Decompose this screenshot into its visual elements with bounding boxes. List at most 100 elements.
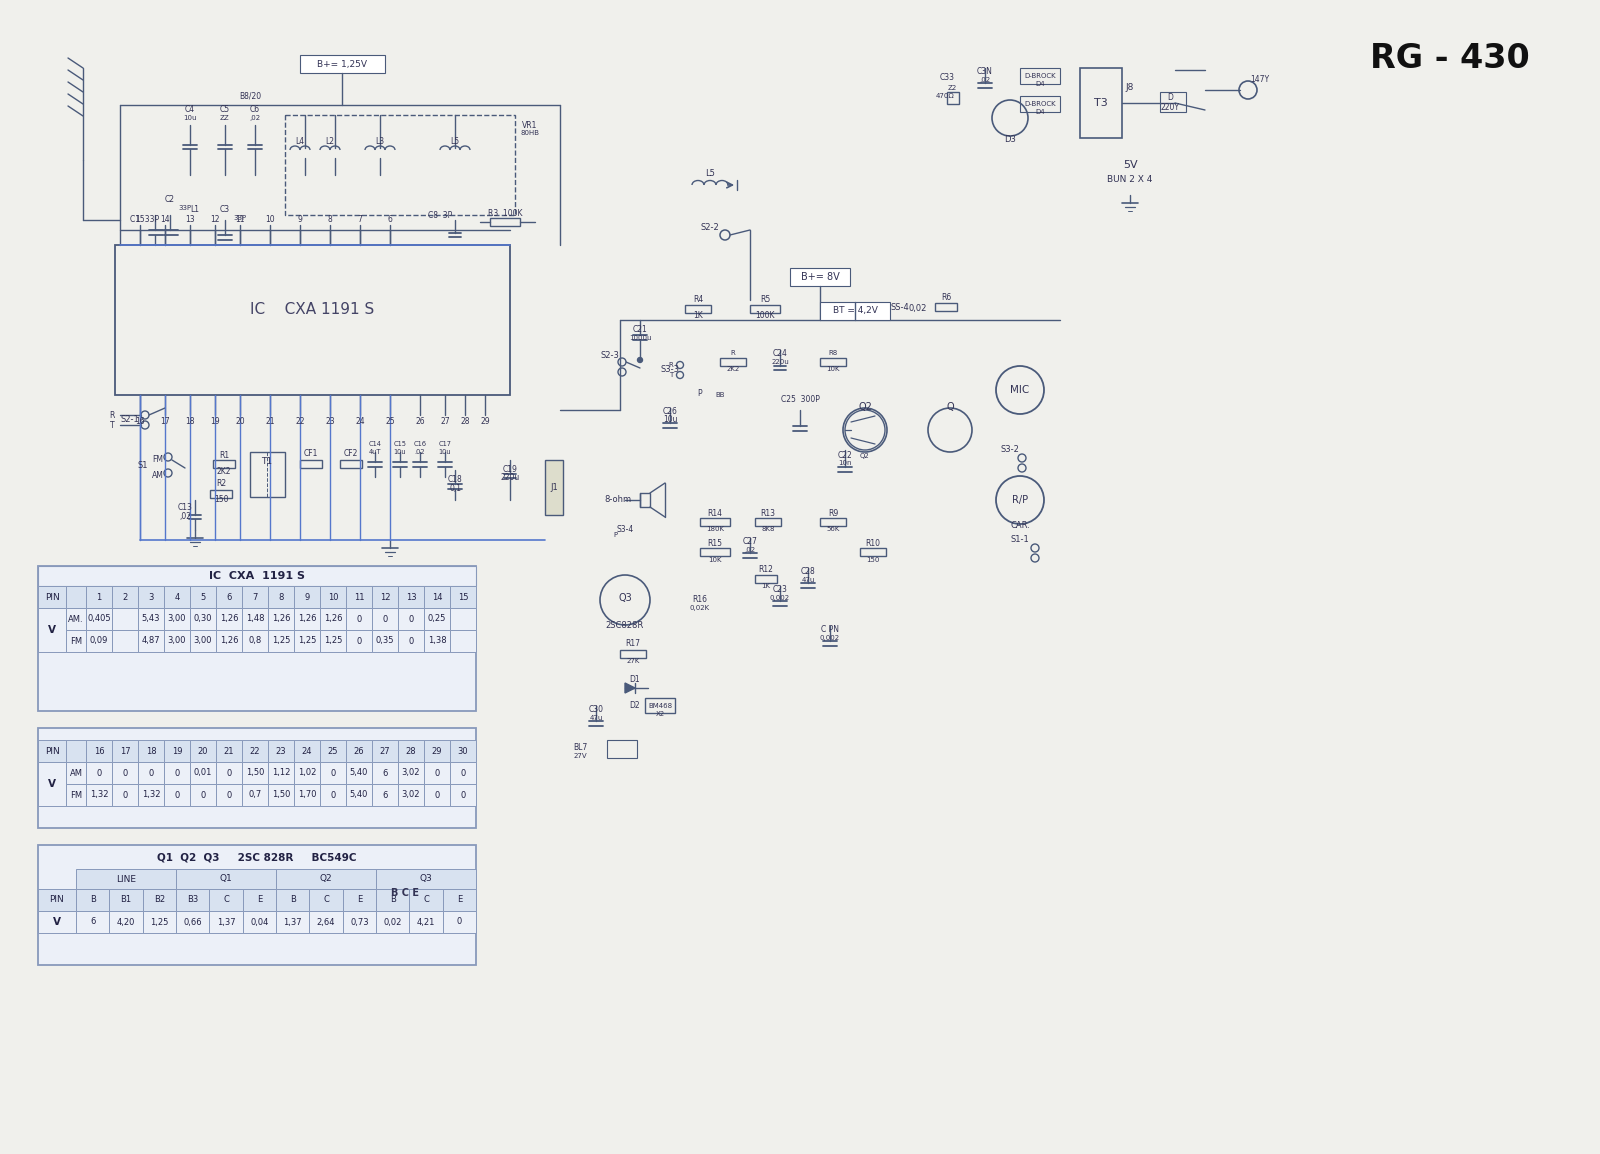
Text: 10: 10: [328, 592, 338, 601]
Text: D1: D1: [630, 675, 640, 684]
Text: 4,20: 4,20: [117, 917, 134, 927]
Text: FM: FM: [152, 456, 163, 465]
Text: L3: L3: [376, 137, 384, 147]
Text: 0,66: 0,66: [184, 917, 202, 927]
Text: 0: 0: [200, 790, 206, 800]
Text: 14: 14: [160, 215, 170, 224]
Text: 0: 0: [174, 769, 179, 778]
Bar: [190, 608, 216, 630]
Text: 2: 2: [122, 592, 128, 601]
Polygon shape: [626, 683, 635, 694]
Text: C19: C19: [502, 465, 517, 474]
Text: R5: R5: [760, 295, 770, 305]
Text: 0: 0: [434, 769, 440, 778]
Text: 6: 6: [90, 917, 96, 927]
Text: 0: 0: [382, 614, 387, 623]
Bar: [294, 740, 320, 762]
Bar: [346, 630, 371, 652]
Bar: [424, 586, 450, 608]
Text: S2-3: S2-3: [600, 351, 619, 360]
Text: 0,002: 0,002: [770, 595, 790, 601]
Text: 1,32: 1,32: [142, 790, 160, 800]
Text: R10: R10: [866, 539, 880, 547]
Bar: [277, 889, 309, 911]
Text: R4: R4: [693, 295, 702, 305]
Circle shape: [413, 878, 418, 884]
Text: 47u: 47u: [802, 577, 814, 583]
Text: 1,26: 1,26: [272, 614, 290, 623]
Text: 27V: 27V: [573, 754, 587, 759]
Bar: [947, 92, 958, 104]
Bar: [38, 889, 77, 911]
Text: 0,01: 0,01: [194, 769, 213, 778]
Bar: [242, 586, 269, 608]
Text: 28: 28: [406, 747, 416, 756]
Text: CF2: CF2: [344, 450, 358, 458]
Bar: [142, 889, 176, 911]
Text: 17: 17: [160, 417, 170, 426]
Text: 7: 7: [357, 215, 363, 224]
Bar: [424, 740, 450, 762]
Text: 27: 27: [379, 747, 390, 756]
Bar: [77, 869, 176, 889]
Bar: [138, 762, 165, 784]
Bar: [424, 762, 450, 784]
Text: R12: R12: [758, 565, 773, 575]
Text: 3,02: 3,02: [402, 769, 421, 778]
Bar: [398, 630, 424, 652]
Text: 0,8: 0,8: [248, 637, 262, 645]
Text: V: V: [48, 625, 56, 635]
Bar: [398, 762, 424, 784]
Text: B8/20: B8/20: [238, 91, 261, 100]
Text: 4,87: 4,87: [142, 637, 160, 645]
Text: ,02: ,02: [179, 511, 190, 520]
Bar: [320, 608, 346, 630]
Text: Z2: Z2: [947, 85, 957, 91]
Bar: [309, 889, 342, 911]
Text: 27K: 27K: [626, 658, 640, 664]
Bar: [819, 518, 846, 526]
Text: D2: D2: [630, 702, 640, 711]
Text: 18: 18: [146, 747, 157, 756]
Text: L1: L1: [190, 205, 200, 215]
Text: C: C: [323, 896, 330, 905]
Bar: [342, 911, 376, 932]
Text: 0,02: 0,02: [384, 917, 402, 927]
Text: L5: L5: [451, 137, 459, 147]
Text: SS-4: SS-4: [891, 304, 909, 313]
Text: 0: 0: [456, 917, 462, 927]
Text: 220u: 220u: [771, 359, 789, 365]
Bar: [750, 305, 781, 313]
Bar: [250, 452, 285, 497]
Text: VR1: VR1: [522, 120, 538, 129]
Text: 0,09: 0,09: [90, 637, 109, 645]
Text: V: V: [53, 917, 61, 927]
Text: S1-1: S1-1: [1011, 535, 1029, 545]
Bar: [77, 889, 109, 911]
Text: C25  300P: C25 300P: [781, 396, 819, 405]
Text: 0,02: 0,02: [909, 304, 926, 313]
Text: MIC: MIC: [1010, 385, 1030, 395]
Text: 0: 0: [96, 769, 102, 778]
Circle shape: [403, 878, 408, 884]
Text: T1: T1: [261, 457, 272, 466]
Bar: [371, 762, 398, 784]
Text: B: B: [390, 896, 395, 905]
Text: PIN: PIN: [45, 592, 59, 601]
Text: S2-1: S2-1: [120, 415, 139, 425]
Bar: [294, 630, 320, 652]
Text: 6: 6: [387, 215, 392, 224]
Bar: [242, 784, 269, 805]
Bar: [269, 762, 294, 784]
Text: C33: C33: [939, 74, 955, 82]
Text: Q: Q: [946, 402, 954, 412]
Text: 8: 8: [328, 215, 333, 224]
Text: 27: 27: [440, 417, 450, 426]
Text: Q2: Q2: [320, 875, 333, 884]
Text: 0,7: 0,7: [248, 790, 262, 800]
Bar: [176, 869, 277, 889]
Text: 1,12: 1,12: [272, 769, 290, 778]
Text: PIN: PIN: [50, 896, 64, 905]
Text: J1: J1: [550, 482, 558, 492]
Text: P: P: [698, 389, 702, 397]
